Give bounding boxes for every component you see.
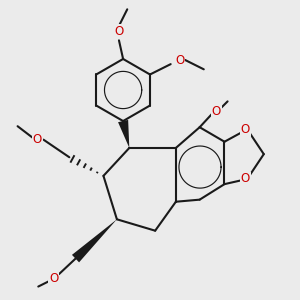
- Polygon shape: [118, 120, 129, 148]
- Text: O: O: [212, 105, 221, 118]
- Text: O: O: [33, 133, 42, 146]
- Text: O: O: [176, 53, 184, 67]
- Text: O: O: [241, 123, 250, 136]
- Text: O: O: [114, 25, 124, 38]
- Polygon shape: [72, 219, 117, 262]
- Text: O: O: [241, 172, 250, 185]
- Text: O: O: [49, 272, 58, 285]
